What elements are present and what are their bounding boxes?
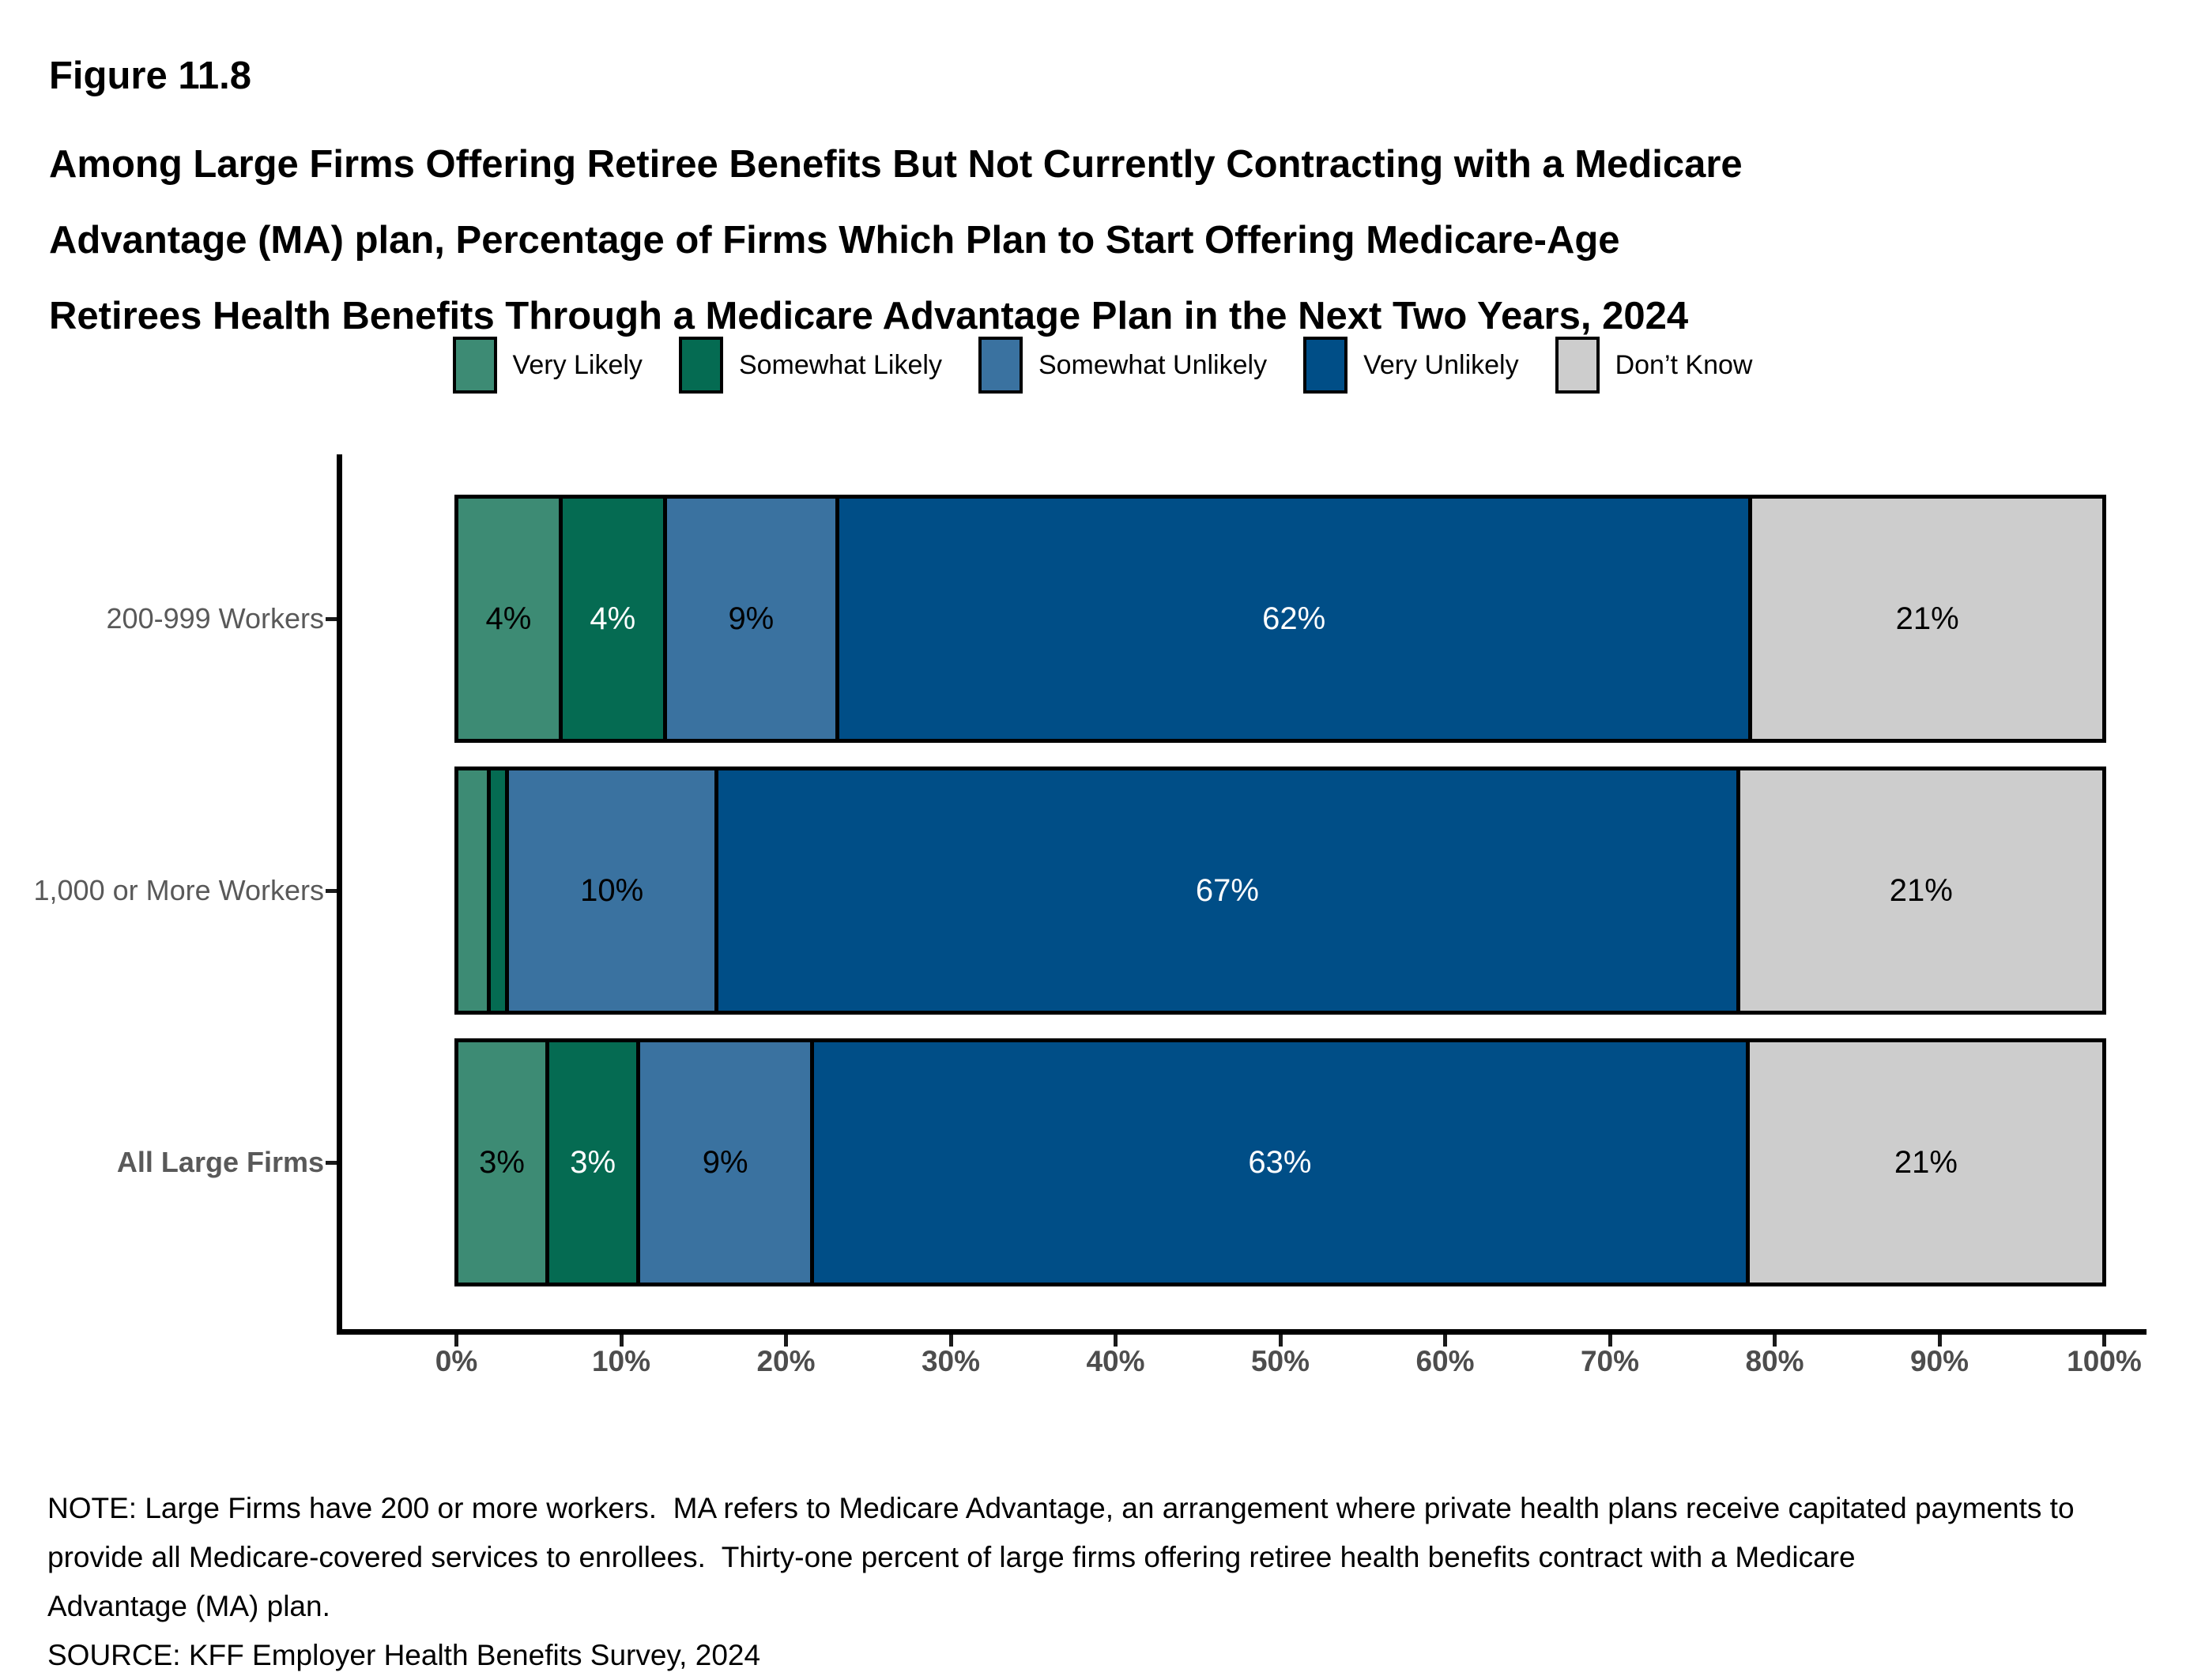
x-axis-tick: [1773, 1335, 1777, 1347]
legend-color-swatch: [452, 337, 497, 394]
note-line: Advantage (MA) plan.: [47, 1590, 330, 1622]
x-axis-line: [337, 1329, 2147, 1335]
bar-value-label: 63%: [1248, 1144, 1312, 1180]
figure-number: Figure 11.8: [49, 55, 252, 97]
x-axis-tick: [1443, 1335, 1447, 1347]
legend-item: Very Unlikely: [1303, 337, 1519, 394]
bar-segment: 62%: [839, 499, 1749, 739]
legend-label: Don’t Know: [1615, 349, 1753, 380]
x-axis-tick: [784, 1335, 788, 1347]
bar-segment: 10%: [509, 770, 715, 1011]
stacked-bar: 4% 4% 9% 62% 21%: [454, 495, 2106, 743]
x-axis-tick: [1937, 1335, 1942, 1347]
legend-color-swatch: [978, 337, 1023, 394]
bar-segment: 4%: [458, 499, 559, 739]
note-line: provide all Medicare-covered services to…: [47, 1541, 1856, 1573]
bar-segment: 3%: [549, 1042, 637, 1283]
bar-value-label: 67%: [1195, 872, 1259, 908]
bar-value-label: 21%: [1895, 601, 1959, 636]
bar-value-label: 21%: [1889, 872, 1953, 908]
bar-segment: 3%: [458, 1042, 546, 1283]
x-axis-tick: [1278, 1335, 1283, 1347]
bar-value-label: 4%: [590, 601, 636, 636]
bar-segment: [491, 770, 506, 1011]
chart-title: Among Large Firms Offering Retiree Benef…: [49, 126, 1743, 354]
y-axis-category-label: 1,000 or More Workers: [33, 874, 324, 906]
x-axis-tick: [1114, 1335, 1118, 1347]
legend: Very Likely Somewhat Likely Somewhat Unlik…: [0, 337, 2205, 394]
chart-title-line: Among Large Firms Offering Retiree Benef…: [49, 143, 1743, 186]
stacked-bar: 3% 3% 9% 63% 21%: [454, 1038, 2106, 1286]
source-line: SOURCE: KFF Employer Health Benefits Sur…: [47, 1639, 761, 1671]
note-line: NOTE: Large Firms have 200 or more worke…: [47, 1492, 2075, 1524]
bar-value-label: 9%: [702, 1144, 748, 1180]
bar-segment: 63%: [814, 1042, 1746, 1283]
legend-item: Don’t Know: [1555, 337, 1753, 394]
x-axis-tick-label: 20%: [756, 1345, 816, 1377]
y-axis-category-label: 200-999 Workers: [106, 602, 324, 635]
x-axis-tick-label: 40%: [1086, 1345, 1145, 1377]
bar-segment: 4%: [562, 499, 663, 739]
legend-color-swatch: [1555, 337, 1600, 394]
x-axis-tick-label: 30%: [921, 1345, 981, 1377]
legend-label: Very Unlikely: [1363, 349, 1519, 380]
bar-value-label: 3%: [570, 1144, 616, 1180]
x-axis-tick-label: 70%: [1580, 1345, 1640, 1377]
x-axis-tick: [619, 1335, 624, 1347]
x-axis-tick: [454, 1335, 458, 1347]
legend-label: Somewhat Unlikely: [1038, 349, 1268, 380]
legend-item: Somewhat Likely: [678, 337, 942, 394]
bar-segment: 21%: [1752, 499, 2102, 739]
bar-value-label: 9%: [728, 601, 775, 636]
x-axis-tick-label: 90%: [1909, 1345, 1969, 1377]
bar-segment: [458, 770, 488, 1011]
x-axis-tick-label: 0%: [435, 1345, 478, 1377]
bar-segment: 21%: [1740, 770, 2102, 1011]
chart-title-line: Retirees Health Benefits Through a Medic…: [49, 295, 1689, 337]
y-axis-tick: [326, 889, 337, 893]
chart-title-line: Advantage (MA) plan, Percentage of Firms…: [49, 219, 1620, 262]
y-axis-category-label: All Large Firms: [116, 1146, 324, 1178]
x-axis-tick: [948, 1335, 953, 1347]
y-axis-tick: [326, 617, 337, 621]
bar-value-label: 3%: [479, 1144, 525, 1180]
footnotes: NOTE: Large Firms have 200 or more worke…: [47, 1484, 2075, 1680]
y-axis-line: [337, 454, 342, 1332]
x-axis-tick: [2102, 1335, 2106, 1347]
bar-segment: 9%: [666, 499, 835, 739]
bar-segment: 9%: [640, 1042, 811, 1283]
legend-color-swatch: [1303, 337, 1348, 394]
legend-label: Somewhat Likely: [738, 349, 942, 380]
legend-item: Somewhat Unlikely: [978, 337, 1267, 394]
bar-value-label: 21%: [1894, 1144, 1958, 1180]
x-axis-tick-label: 50%: [1250, 1345, 1310, 1377]
legend-item: Very Likely: [452, 337, 643, 394]
x-axis-tick-label: 100%: [2067, 1345, 2142, 1377]
x-axis-tick-label: 10%: [591, 1345, 651, 1377]
bar-segment: 21%: [1749, 1042, 2102, 1283]
x-axis-tick-label: 80%: [1745, 1345, 1804, 1377]
x-axis-tick-label: 60%: [1415, 1345, 1475, 1377]
bar-value-label: 4%: [485, 601, 532, 636]
bar-value-label: 10%: [580, 872, 644, 908]
legend-color-swatch: [678, 337, 723, 394]
stacked-bar: 10% 67% 21%: [454, 767, 2106, 1015]
y-axis-tick: [326, 1161, 337, 1165]
bar-value-label: 62%: [1262, 601, 1326, 636]
x-axis-tick: [1608, 1335, 1612, 1347]
legend-label: Very Likely: [512, 349, 643, 380]
bar-segment: 67%: [718, 770, 1736, 1011]
